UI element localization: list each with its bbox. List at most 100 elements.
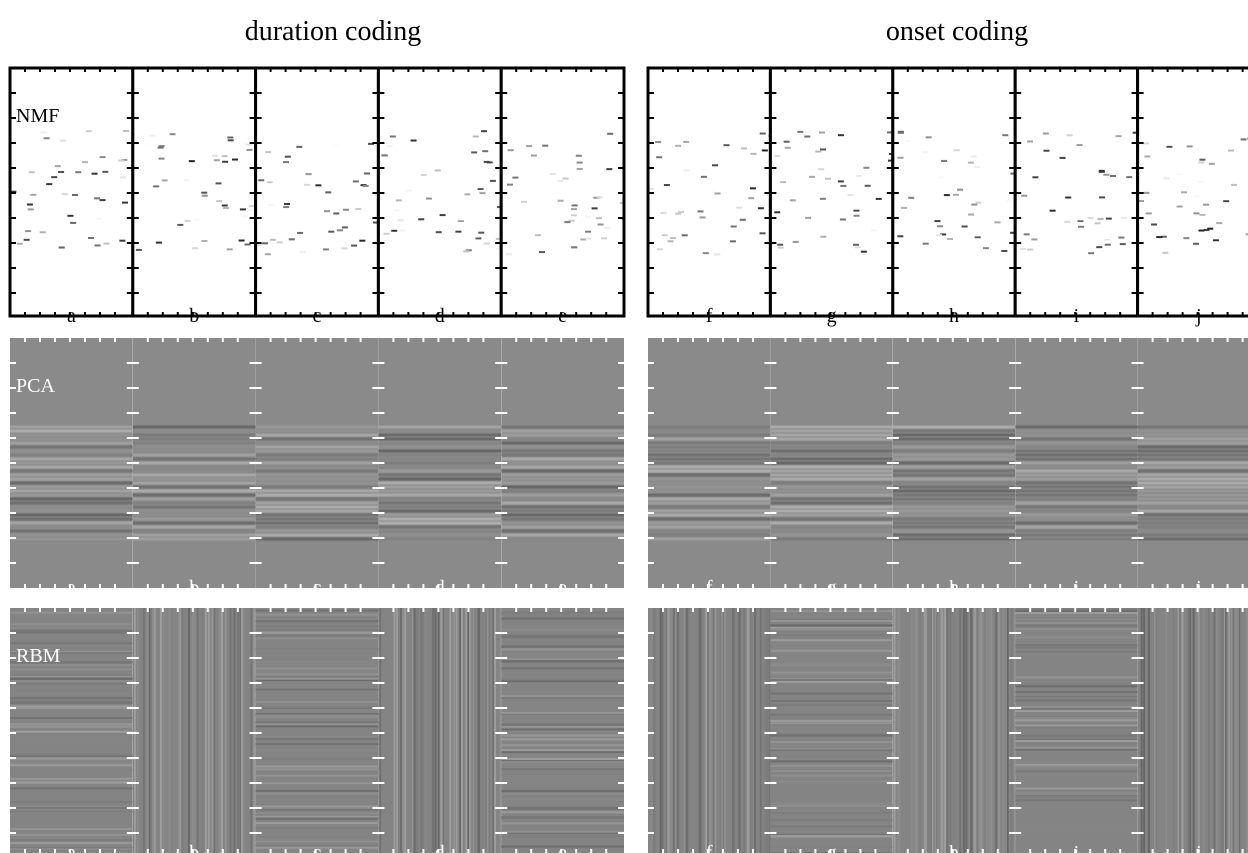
panel-image xyxy=(1137,608,1248,853)
activation xyxy=(1193,195,1200,198)
component-stripe xyxy=(892,445,1016,449)
component-stripe xyxy=(1015,477,1138,481)
weight-stripe xyxy=(469,608,472,853)
activation xyxy=(245,143,252,146)
activation xyxy=(975,201,982,204)
weight-stripe xyxy=(459,608,462,853)
activation xyxy=(538,251,545,254)
activation xyxy=(121,201,128,204)
weight-stripe xyxy=(770,700,893,703)
panel-image xyxy=(648,68,771,316)
weight-stripe xyxy=(255,609,379,612)
activation xyxy=(30,193,37,196)
activation xyxy=(184,219,191,222)
activation xyxy=(439,214,446,217)
activation xyxy=(683,140,690,143)
weight-stripe xyxy=(770,774,893,777)
activation xyxy=(530,154,537,157)
weight-stripe xyxy=(770,737,893,740)
component-stripe xyxy=(255,529,379,533)
activation xyxy=(389,135,396,138)
panel-image xyxy=(501,68,625,316)
component-stripe xyxy=(648,509,771,513)
weight-stripe xyxy=(659,608,662,853)
activation xyxy=(434,169,441,172)
weight-stripe xyxy=(224,608,227,853)
component-stripe xyxy=(378,537,502,541)
weight-stripe xyxy=(255,727,379,730)
weight-stripe xyxy=(238,608,241,853)
panel: f xyxy=(646,66,772,327)
component-stripe xyxy=(501,429,624,433)
weight-stripe xyxy=(229,608,232,853)
component-stripe xyxy=(770,469,893,473)
weight-stripe xyxy=(10,723,133,726)
weight-stripe xyxy=(10,842,133,845)
weight-stripe xyxy=(423,608,426,853)
panel-label: f xyxy=(706,842,713,853)
weight-stripe xyxy=(255,700,379,703)
weight-stripe xyxy=(1015,691,1138,694)
activation xyxy=(697,210,704,213)
activation xyxy=(1077,220,1084,223)
activation xyxy=(897,156,904,159)
weight-stripe xyxy=(255,706,379,709)
activation xyxy=(391,229,398,232)
activation xyxy=(67,214,74,217)
component-stripe xyxy=(255,501,379,505)
component-stripe xyxy=(770,433,893,437)
weight-stripe xyxy=(969,608,972,853)
activation xyxy=(837,180,844,183)
component-stripe xyxy=(255,525,379,529)
weight-stripe xyxy=(10,629,133,632)
activation xyxy=(1132,131,1138,134)
activation xyxy=(808,175,815,178)
component-stripe xyxy=(10,473,133,477)
weight-stripe xyxy=(653,608,656,853)
weight-stripe xyxy=(255,796,379,799)
component-stripe xyxy=(378,505,502,509)
weight-stripe xyxy=(1207,608,1210,853)
activation xyxy=(593,196,600,199)
weight-stripe xyxy=(10,768,133,771)
component-stripe xyxy=(10,477,133,481)
component-stripe xyxy=(255,517,379,521)
weight-stripe xyxy=(10,754,133,757)
weight-stripe xyxy=(743,608,746,853)
component-stripe xyxy=(255,505,379,509)
activation xyxy=(463,250,470,253)
weight-stripe xyxy=(1015,685,1138,688)
activation xyxy=(714,253,721,256)
weight-stripe xyxy=(437,608,440,853)
weight-stripe xyxy=(1015,612,1138,615)
activation xyxy=(61,193,68,196)
component-stripe xyxy=(255,465,379,469)
component-stripe xyxy=(648,453,771,457)
weight-stripe xyxy=(255,714,379,717)
component-stripe xyxy=(1137,441,1248,445)
weight-stripe xyxy=(770,680,893,683)
weight-stripe xyxy=(1187,608,1190,853)
activation xyxy=(465,249,472,252)
activation xyxy=(51,176,58,179)
weight-stripe xyxy=(721,608,724,853)
panel: a xyxy=(8,66,135,327)
activation xyxy=(855,246,862,249)
weight-stripe xyxy=(707,608,710,853)
weight-stripe xyxy=(501,798,624,801)
weight-stripe xyxy=(253,608,256,853)
weight-stripe xyxy=(379,608,382,853)
weight-stripe xyxy=(501,617,624,620)
weight-stripe xyxy=(944,608,947,853)
weight-stripe xyxy=(1015,726,1138,729)
weight-stripe xyxy=(1015,787,1138,790)
panel-image xyxy=(10,338,133,588)
component-stripe xyxy=(1137,453,1248,457)
activation xyxy=(661,234,668,237)
component-stripe xyxy=(378,433,502,437)
activation xyxy=(265,151,272,154)
component-stripe xyxy=(10,525,133,529)
panel: g xyxy=(768,66,895,327)
weight-stripe xyxy=(159,608,162,853)
component-stripe xyxy=(1015,457,1138,461)
